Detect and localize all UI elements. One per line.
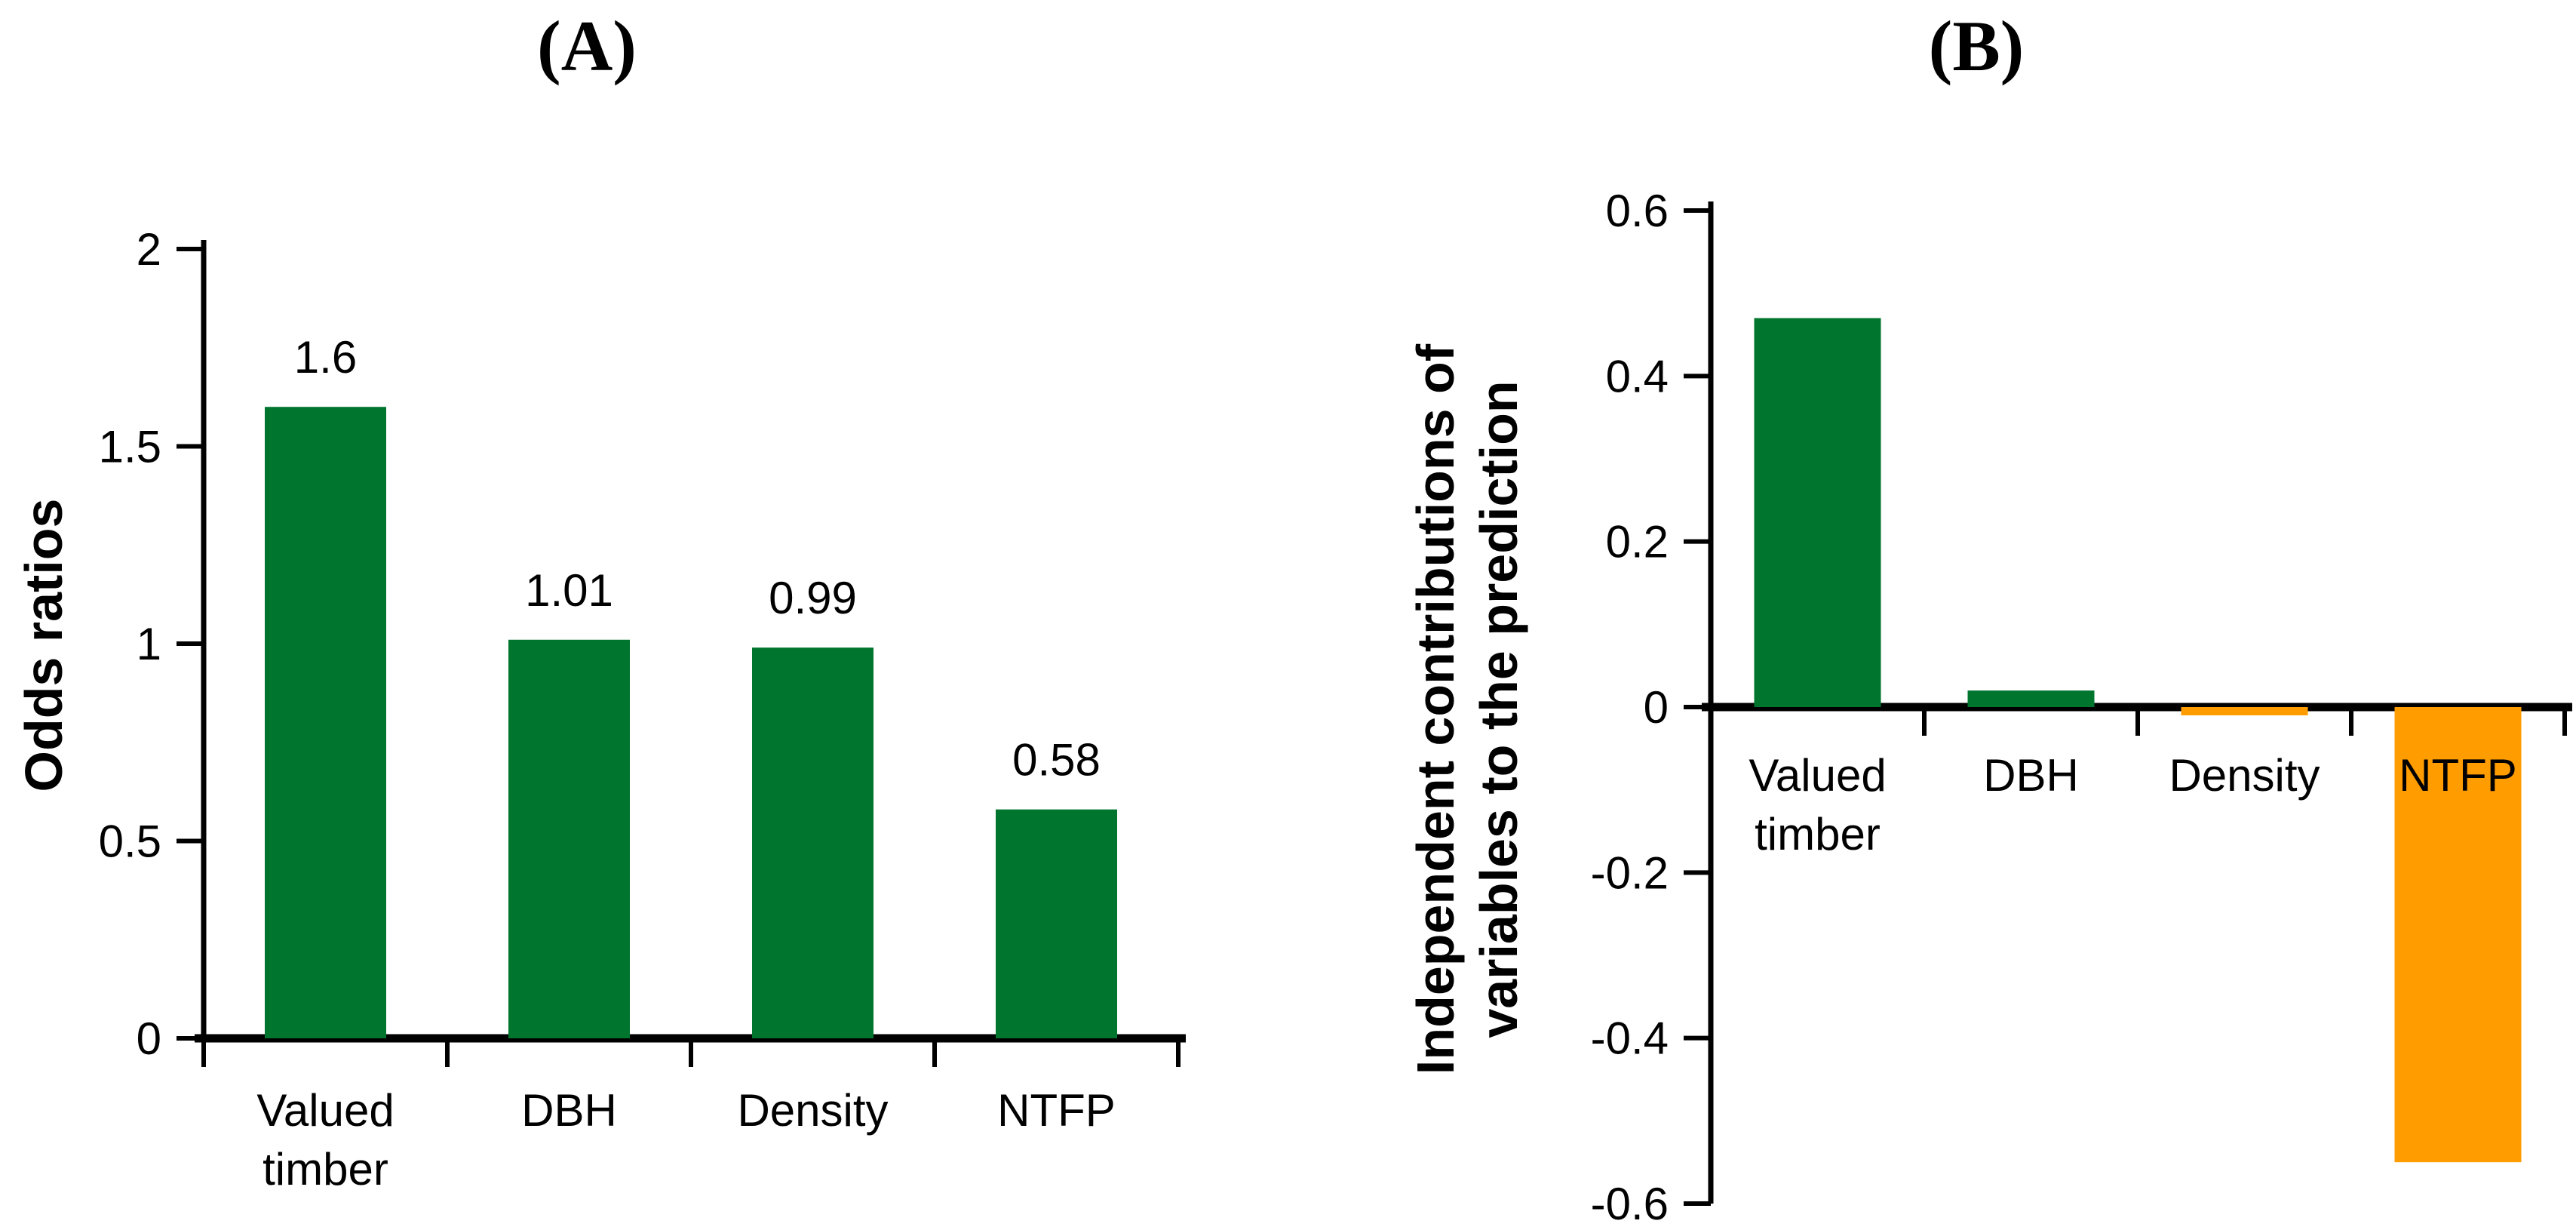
- y-tick-label: -0.2: [1591, 847, 1669, 898]
- y-tick-label: 1: [137, 619, 161, 669]
- category-label-dbh: DBH: [521, 1085, 617, 1136]
- bar-chart-panel-a: 2 1.5 1 0.5 0 1.6 1.01 0.99 0.58 Valued timber DBH D…: [99, 224, 1186, 1195]
- bar-valued-timber: [265, 407, 386, 1038]
- bar-ntfp: [2394, 707, 2522, 1163]
- y-tick-label: 0.5: [99, 816, 161, 867]
- category-label-ntfp: NTFP: [997, 1085, 1116, 1136]
- bar-dbh: [1967, 690, 2095, 707]
- y-tick-label: 0: [1644, 682, 1669, 733]
- y-tick-label: 0.6: [1606, 186, 1669, 236]
- bar-density: [2181, 707, 2308, 715]
- bar-valued-timber: [1754, 318, 1881, 708]
- bar-density: [752, 647, 874, 1038]
- bar-chart-panel-b: 0.6 0.4 0.2 0 -0.2 -0.4 -0.6 Valued timber DBH Den…: [1591, 186, 2572, 1229]
- y-tick-label: 1.5: [99, 422, 161, 472]
- y-tick-label: 0.2: [1606, 517, 1669, 567]
- panel-a-title: (A): [537, 6, 637, 86]
- category-label-valued-timber: timber: [1755, 809, 1881, 859]
- category-label-ntfp: NTFP: [2399, 750, 2517, 801]
- y-tick-label: 0: [137, 1013, 161, 1064]
- category-label-valued-timber: Valued: [1749, 750, 1886, 801]
- category-label-valued-timber: Valued: [256, 1085, 394, 1136]
- category-label-valued-timber: timber: [263, 1144, 388, 1195]
- category-label-dbh: DBH: [1983, 750, 2079, 801]
- panel-b-title: (B): [1928, 6, 2025, 86]
- category-label-density: Density: [2169, 750, 2320, 801]
- y-tick-label: 0.4: [1606, 351, 1669, 401]
- bar-ntfp: [996, 809, 1117, 1038]
- bar-value-label-ntfp: 0.58: [1012, 735, 1101, 786]
- y-tick-label: -0.4: [1591, 1013, 1669, 1064]
- category-label-density: Density: [737, 1085, 888, 1136]
- bar-value-label-density: 0.99: [769, 573, 857, 623]
- bar-value-label-valued-timber: 1.6: [294, 332, 357, 383]
- bar-value-label-dbh: 1.01: [525, 565, 613, 616]
- bar-dbh: [508, 639, 630, 1038]
- y-tick-label: 2: [137, 224, 161, 275]
- y-tick-label: -0.6: [1591, 1179, 1669, 1229]
